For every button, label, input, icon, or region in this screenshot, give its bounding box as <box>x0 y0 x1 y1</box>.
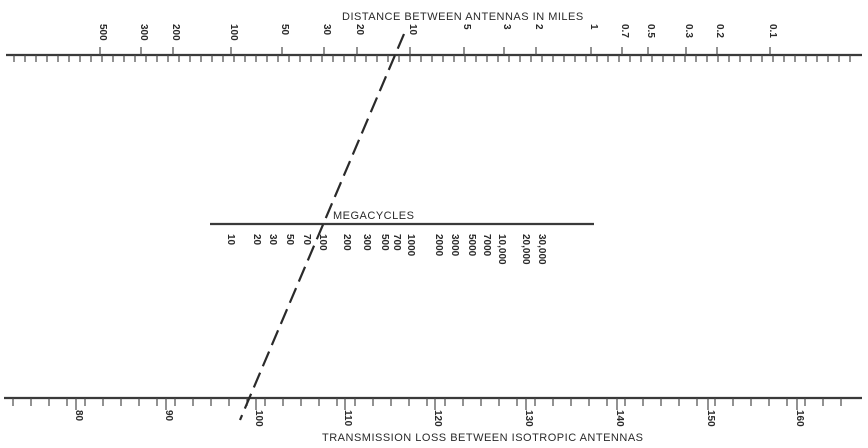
frequency-tick-label: 50 <box>284 234 295 246</box>
frequency-tick-label: 500 <box>379 234 390 251</box>
frequency-scale: MEGACYCLES 10 20 30 50 70 100 200 300 500 700 1000… <box>210 210 594 265</box>
loss-tick-label: 130 <box>523 410 534 427</box>
frequency-tick-label: 7000 <box>481 234 492 257</box>
loss-tick-label: 100 <box>253 410 264 427</box>
frequency-tick-label: 300 <box>361 234 372 251</box>
loss-tick-labels: 80 90 100 110 120 130 140 150 160 <box>73 410 805 427</box>
frequency-tick-label: 10,000 <box>496 234 507 265</box>
distance-tick-label: 0.2 <box>714 24 725 38</box>
distance-tick-label: 2 <box>533 24 544 30</box>
distance-tick-label: 0.1 <box>767 24 778 38</box>
distance-scale: DISTANCE BETWEEN ANTENNAS IN MILES 500 30… <box>6 11 862 62</box>
loss-tick-label: 160 <box>794 410 805 427</box>
frequency-tick-label: 20,000 <box>520 234 531 265</box>
frequency-tick-label: 30,000 <box>536 234 547 265</box>
frequency-tick-label: 30 <box>267 234 278 246</box>
distance-tick-label: 50 <box>279 24 290 36</box>
loss-tick-label: 120 <box>432 410 443 427</box>
loss-ticks <box>12 398 842 410</box>
loss-scale-title: TRANSMISSION LOSS BETWEEN ISOTROPIC ANTE… <box>322 432 644 444</box>
loss-tick-label: 150 <box>705 410 716 427</box>
frequency-tick-label: 2000 <box>433 234 444 257</box>
example-dashed-line <box>238 33 406 421</box>
distance-ticks <box>13 47 851 62</box>
frequency-tick-label: 10 <box>225 234 236 246</box>
distance-tick-labels: 500 300 200 100 50 30 20 10 5 3 2 1 0.7 0.5 0.3 0.2 0.1 <box>97 24 778 41</box>
loss-tick-label: 110 <box>342 410 353 427</box>
loss-tick-label: 80 <box>73 410 84 422</box>
distance-scale-title: DISTANCE BETWEEN ANTENNAS IN MILES <box>342 11 584 23</box>
frequency-tick-label: 200 <box>341 234 352 251</box>
loss-tick-label: 140 <box>614 410 625 427</box>
distance-tick-label: 0.7 <box>619 24 630 38</box>
frequency-tick-label: 1000 <box>405 234 416 257</box>
frequency-tick-label: 3000 <box>449 234 460 257</box>
frequency-tick-labels: 10 20 30 50 70 100 200 300 500 700 1000 2000 3000 500… <box>225 234 547 265</box>
frequency-tick-label: 100 <box>317 234 328 251</box>
distance-tick-label: 20 <box>354 24 365 36</box>
distance-tick-label: 500 <box>97 24 108 41</box>
distance-tick-label: 200 <box>170 24 181 41</box>
distance-tick-label: 5 <box>461 24 472 30</box>
frequency-tick-label: 70 <box>301 234 312 246</box>
loss-tick-label: 90 <box>163 410 174 422</box>
loss-scale: 80 90 100 110 120 130 140 150 160 TRANSMISSION L… <box>4 396 862 444</box>
frequency-tick-label: 20 <box>251 234 262 246</box>
frequency-tick-label: 5000 <box>466 234 477 257</box>
distance-tick-label: 100 <box>228 24 239 41</box>
distance-tick-label: 30 <box>321 24 332 36</box>
distance-tick-label: 10 <box>407 24 418 36</box>
frequency-scale-title: MEGACYCLES <box>333 210 414 222</box>
distance-tick-label: 1 <box>588 24 599 30</box>
frequency-tick-label: 700 <box>391 234 402 251</box>
distance-tick-label: 3 <box>501 24 512 30</box>
distance-tick-label: 0.5 <box>645 24 656 38</box>
distance-tick-label: 0.3 <box>683 24 694 38</box>
distance-tick-label: 300 <box>138 24 149 41</box>
